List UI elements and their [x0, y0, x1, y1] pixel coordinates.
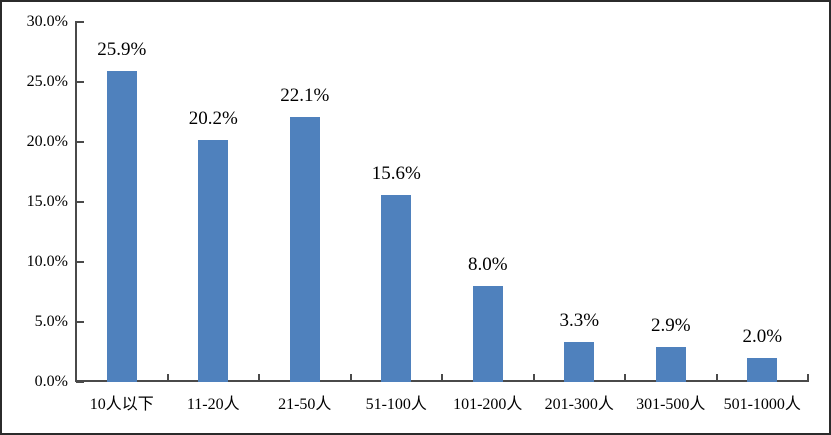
x-axis-category-label: 501-1000人 [723, 396, 801, 413]
x-axis-tick [258, 374, 260, 382]
x-axis-tick [166, 374, 169, 382]
y-axis-tick-label: 5.0% [34, 313, 68, 330]
x-axis-tick [532, 374, 535, 382]
y-axis-tick [76, 321, 84, 323]
y-axis-tick-label: 15.0% [26, 193, 68, 210]
y-axis-tick [76, 141, 84, 143]
x-axis-category-label: 10人以下 [89, 396, 154, 413]
bar-value-label: 22.1% [280, 84, 330, 106]
bar [381, 194, 412, 382]
y-axis-tick-label: 30.0% [26, 13, 68, 30]
bar-value-label: 25.9% [97, 39, 147, 61]
x-axis-tick [807, 374, 809, 382]
x-axis-category-label: 51-100人 [365, 396, 427, 413]
x-axis-category-label: 21-50人 [278, 396, 332, 413]
x-axis-tick [441, 374, 443, 382]
y-axis-tick-label: 25.0% [26, 73, 68, 90]
y-axis-tick [76, 21, 84, 23]
y-axis-tick [76, 201, 84, 203]
x-axis-category-label: 301-500人 [636, 396, 706, 413]
bar [472, 286, 503, 382]
x-axis-tick [624, 374, 626, 382]
y-axis-tick-label: 20.0% [26, 133, 68, 150]
bar-value-label: 20.2% [188, 107, 238, 129]
bar [747, 358, 778, 382]
bar [198, 139, 229, 382]
x-axis-category-label: 201-300人 [544, 396, 614, 413]
bar [106, 71, 137, 382]
y-axis-tick-label: 0.0% [34, 373, 68, 390]
bar-value-label: 3.3% [559, 310, 600, 332]
y-axis-tick-label: 10.0% [26, 253, 68, 270]
bar [289, 116, 320, 382]
y-axis-tick [76, 81, 84, 83]
bar-value-label: 2.9% [650, 315, 691, 337]
bar-value-label: 15.6% [371, 162, 421, 184]
x-axis-category-label: 101-200人 [453, 396, 523, 413]
bar [655, 347, 686, 382]
x-axis-category-label: 11-20人 [186, 396, 240, 413]
bar [564, 342, 595, 382]
bar-value-label: 8.0% [467, 254, 508, 275]
x-axis-tick [349, 374, 352, 382]
bar-value-label: 2.0% [742, 326, 783, 347]
y-axis-tick [76, 261, 84, 263]
x-axis-tick [715, 374, 718, 382]
y-axis-tick [76, 381, 84, 383]
